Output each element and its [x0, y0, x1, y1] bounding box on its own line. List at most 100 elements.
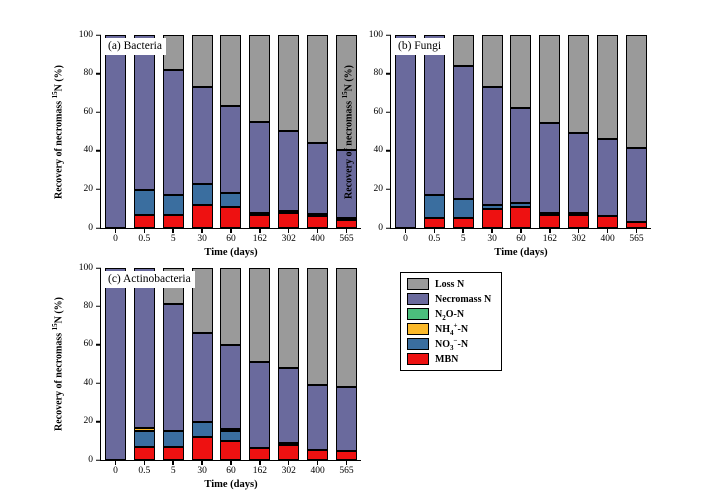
legend-label-loss: Loss N	[435, 278, 465, 290]
y-tick-label: 60	[373, 106, 384, 117]
bar-segment-mbn	[539, 214, 561, 228]
x-tick-mark	[433, 228, 436, 233]
x-axis-title: Time (days)	[204, 247, 258, 258]
stacked-bar-day-400	[307, 35, 329, 228]
x-tick-label: 565	[629, 234, 644, 244]
bar-segment-no3	[307, 214, 329, 217]
y-tick-mark	[96, 188, 101, 191]
bar-segment-mbn	[452, 218, 474, 228]
x-tick-slot: 400	[593, 228, 622, 245]
bar-segment-necromass	[133, 268, 155, 429]
x-tick-label: 0	[403, 234, 408, 244]
x-tick-mark	[316, 460, 319, 465]
stacked-bar-day-5	[452, 35, 474, 228]
legend-row-n2o: N2O-N	[407, 308, 491, 321]
x-tick-label: 60	[226, 466, 236, 476]
bar-segment-mbn	[335, 451, 357, 460]
legend-row-no3: NO3−-N	[407, 337, 491, 351]
bar-segment-mbn	[220, 440, 242, 460]
stacked-bar-day-0.5	[133, 35, 155, 228]
bar-segment-mbn	[307, 450, 329, 460]
legend-row-nh4: NH4+-N	[407, 322, 491, 336]
bar-segment-necromass	[423, 35, 445, 196]
x-tick-slot: 162	[535, 228, 564, 245]
x-tick-mark	[549, 228, 551, 233]
x-tick-slot: 0.5	[130, 228, 159, 245]
legend-row-necromass: Necromass N	[407, 293, 491, 305]
bar-segment-necromass	[307, 143, 329, 215]
bar-segment-necromass	[510, 108, 532, 203]
bar-segment-loss	[335, 268, 357, 388]
bar-segment-mbn	[278, 212, 300, 228]
chart-panel-bacteria: Recovery of necromass 15N (%) (a) Bacter…	[51, 30, 361, 258]
stacked-bar-day-0.5	[133, 268, 155, 460]
x-tick-slot: 60	[507, 228, 536, 245]
stacked-bar-day-0.5	[423, 35, 445, 228]
x-tick-slot: 30	[188, 460, 217, 477]
bar-segment-mbn	[335, 220, 357, 228]
x-tick-slot: 162	[245, 460, 274, 477]
bar-segment-necromass	[220, 106, 242, 194]
legend-row-mbn: MBN	[407, 353, 491, 365]
stacked-bar-day-302	[278, 268, 300, 460]
x-tick-slot: 565	[332, 460, 361, 477]
bar-segment-no3	[162, 431, 184, 447]
x-tick-slot: 0	[101, 228, 130, 245]
x-tick-mark	[230, 460, 232, 465]
x-tick-mark	[172, 460, 174, 465]
bar-segment-loss	[568, 35, 590, 134]
x-tick-mark	[259, 460, 261, 465]
bar-segment-necromass	[191, 333, 213, 422]
y-tick-mark	[386, 150, 391, 152]
stacked-bar-day-30	[191, 268, 213, 460]
y-tick-label: 80	[373, 67, 384, 78]
legend-swatch-nh4	[407, 323, 429, 335]
bar-segment-necromass	[162, 304, 184, 432]
bar-segment-necromass	[249, 121, 271, 214]
x-tick-label: 162	[252, 466, 267, 476]
x-tick-slot: 565	[332, 228, 361, 245]
x-tick-label: 162	[542, 234, 557, 244]
x-tick-label: 0.5	[428, 234, 441, 244]
bar-segment-loss	[307, 35, 329, 144]
x-tick-slot: 0.5	[130, 460, 159, 477]
chart-panel-actinobacteria: Recovery of necromass 15N (%) (c) Actino…	[51, 263, 361, 490]
x-tick-slot: 0.5	[420, 228, 449, 245]
stacked-bar-day-565	[335, 268, 357, 460]
y-tick-mark	[96, 150, 101, 152]
y-tick-mark	[386, 227, 391, 229]
y-axis-title: Recovery of necromass 15N (%)	[341, 64, 355, 199]
x-tick-slot: 0	[101, 460, 130, 477]
bar-segment-mbn	[510, 206, 532, 228]
stacked-bar-day-302	[278, 35, 300, 228]
x-tick-label: 5	[170, 466, 176, 476]
x-tick-mark	[345, 228, 348, 233]
bar-segment-no3	[220, 193, 242, 207]
x-tick-mark	[404, 228, 407, 233]
x-tick-mark	[259, 228, 261, 233]
bar-segment-mbn	[249, 215, 271, 228]
y-tick-mark	[96, 72, 101, 75]
y-tick-mark	[96, 382, 101, 384]
bar-segment-mbn	[133, 214, 155, 228]
bar-segment-no3	[278, 442, 300, 445]
bar-segment-loss	[625, 35, 647, 148]
bar-segment-no3	[133, 431, 155, 447]
x-axis-ticks: 0 0.5 5 30 60 162 302 400 565	[101, 460, 361, 477]
stacked-bar-day-162	[249, 34, 271, 228]
x-tick-label: 565	[339, 466, 354, 476]
bar-segment-loss	[278, 268, 300, 368]
x-tick-mark	[114, 460, 117, 465]
x-tick-label: 60	[516, 234, 526, 244]
y-tick-label: 100	[78, 29, 93, 40]
bar-segment-necromass	[335, 149, 357, 219]
bar-segment-loss	[335, 35, 357, 150]
bar-segment-mbn	[625, 222, 647, 228]
bar-segment-necromass	[278, 367, 300, 443]
bars-container	[101, 267, 361, 460]
bar-segment-loss	[220, 35, 242, 107]
y-tick-mark	[96, 420, 101, 423]
stacked-bar-day-400	[597, 35, 619, 228]
y-tick-mark	[96, 305, 101, 308]
stacked-bar-day-162	[539, 34, 561, 228]
